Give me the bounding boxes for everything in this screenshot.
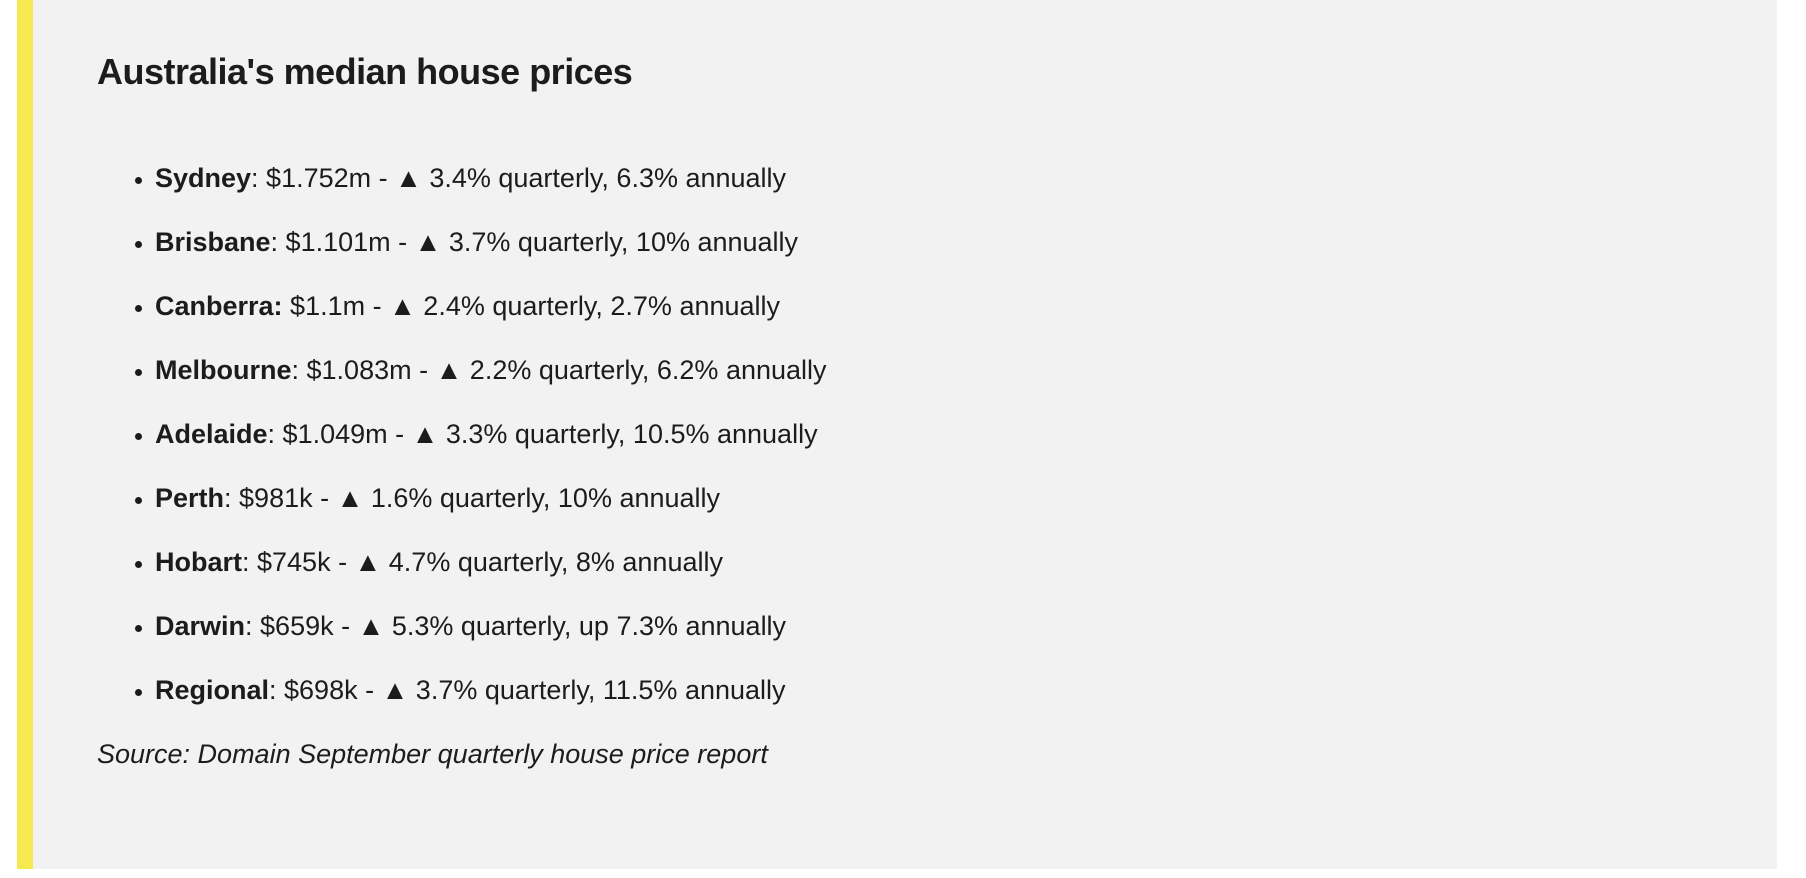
list-item-brisbane: Brisbane: $1.101m - ▲ 3.7% quarterly, 10… [155, 226, 1737, 259]
list-item-sydney: Sydney: $1.752m - ▲ 3.4% quarterly, 6.3%… [155, 162, 1737, 195]
list-item-canberra: Canberra: $1.1m - ▲ 2.4% quarterly, 2.7%… [155, 290, 1737, 323]
city-label: Regional [155, 675, 270, 705]
city-label: Brisbane [155, 227, 271, 257]
price-change-text: : $745k - ▲ 4.7% quarterly, 8% annually [242, 547, 723, 577]
city-label: Melbourne [155, 355, 292, 385]
city-label: Sydney [155, 163, 252, 193]
key-points-callout: Australia's median house prices Sydney: … [17, 0, 1777, 869]
list-item-melbourne: Melbourne: $1.083m - ▲ 2.2% quarterly, 6… [155, 354, 1737, 387]
city-label: Adelaide [155, 419, 268, 449]
median-price-list: Sydney: $1.752m - ▲ 3.4% quarterly, 6.3%… [97, 162, 1737, 707]
price-change-text: : $981k - ▲ 1.6% quarterly, 10% annually [224, 483, 721, 513]
price-change-text: : $698k - ▲ 3.7% quarterly, 11.5% annual… [269, 675, 786, 705]
list-item-hobart: Hobart: $745k - ▲ 4.7% quarterly, 8% ann… [155, 546, 1737, 579]
list-item-darwin: Darwin: $659k - ▲ 5.3% quarterly, up 7.3… [155, 610, 1737, 643]
list-item-perth: Perth: $981k - ▲ 1.6% quarterly, 10% ann… [155, 482, 1737, 515]
city-label: Canberra: [155, 291, 283, 321]
city-label: Perth [155, 483, 225, 513]
price-change-text: : $1.101m - ▲ 3.7% quarterly, 10% annual… [270, 227, 799, 257]
price-change-text: : $659k - ▲ 5.3% quarterly, up 7.3% annu… [245, 611, 787, 641]
city-label: Hobart [155, 547, 242, 577]
price-change-text: : $1.752m - ▲ 3.4% quarterly, 6.3% annua… [251, 163, 787, 193]
list-item-adelaide: Adelaide: $1.049m - ▲ 3.3% quarterly, 10… [155, 418, 1737, 451]
city-label: Darwin [155, 611, 246, 641]
price-change-text: : $1.049m - ▲ 3.3% quarterly, 10.5% annu… [267, 419, 818, 449]
price-change-text: : $1.083m - ▲ 2.2% quarterly, 6.2% annua… [291, 355, 827, 385]
source-attribution: Source: Domain September quarterly house… [97, 739, 768, 769]
callout-title: Australia's median house prices [97, 51, 633, 92]
list-item-regional: Regional: $698k - ▲ 3.7% quarterly, 11.5… [155, 674, 1737, 707]
price-change-text: $1.1m - ▲ 2.4% quarterly, 2.7% annually [282, 291, 781, 321]
